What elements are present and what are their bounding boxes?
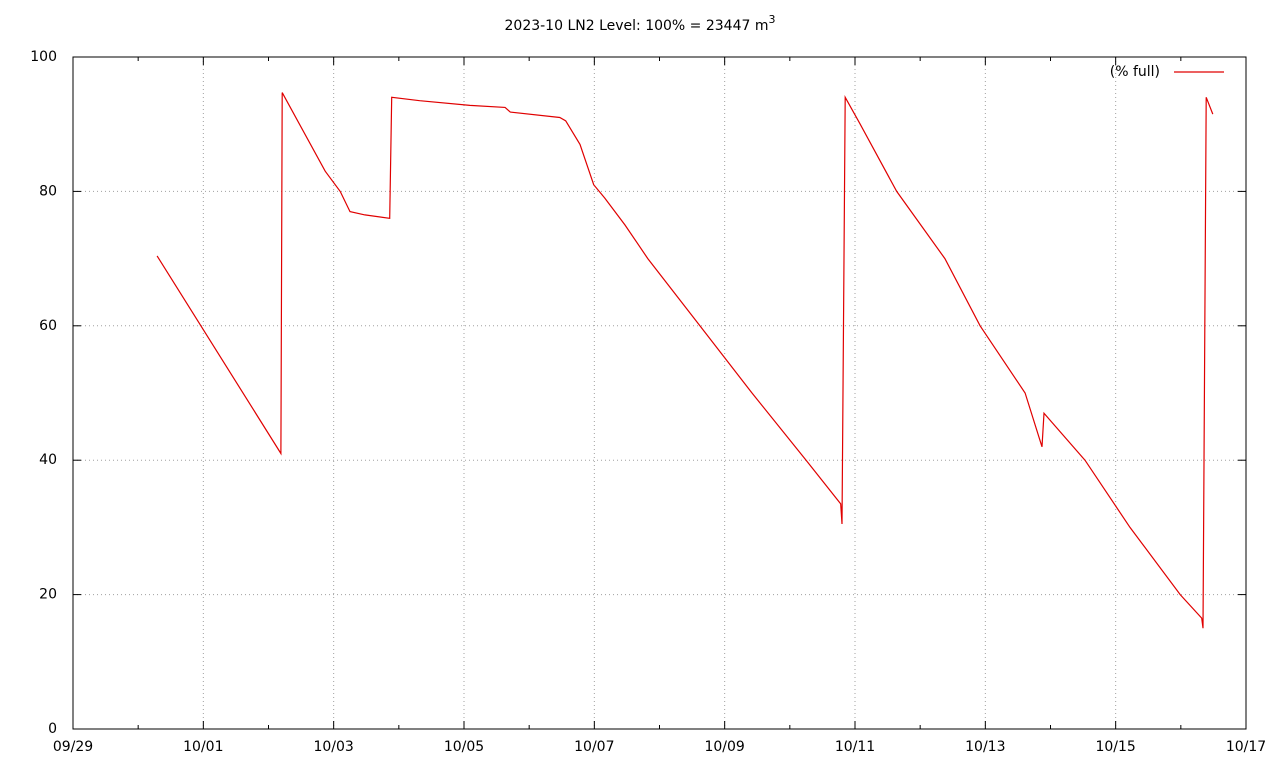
x-tick-label: 09/29	[53, 739, 93, 755]
y-tick-label: 20	[39, 587, 57, 603]
y-tick-label: 100	[30, 49, 57, 65]
x-tick-label: 10/13	[965, 739, 1005, 755]
x-tick-label: 10/11	[835, 739, 875, 755]
legend-label: (% full)	[1110, 64, 1160, 80]
x-tick-label: 10/01	[183, 739, 223, 755]
x-tick-label: 10/09	[704, 739, 744, 755]
y-tick-label: 0	[48, 721, 57, 737]
x-tick-label: 10/17	[1226, 739, 1266, 755]
title-superscript: 3	[768, 13, 775, 26]
y-tick-label: 60	[39, 318, 57, 334]
chart-title: 2023-10 LN2 Level: 100% = 23447 m3	[505, 13, 776, 34]
x-tick-label: 10/07	[574, 739, 614, 755]
y-tick-label: 80	[39, 183, 57, 199]
plot-frame	[72, 56, 1247, 730]
data-line	[156, 92, 1214, 629]
y-tick-label: 40	[39, 452, 57, 468]
x-tick-label: 10/15	[1095, 739, 1135, 755]
x-tick-label: 10/05	[444, 739, 484, 755]
x-tick-label: 10/03	[313, 739, 353, 755]
title-text: 2023-10 LN2 Level: 100% = 23447 m	[505, 18, 769, 34]
